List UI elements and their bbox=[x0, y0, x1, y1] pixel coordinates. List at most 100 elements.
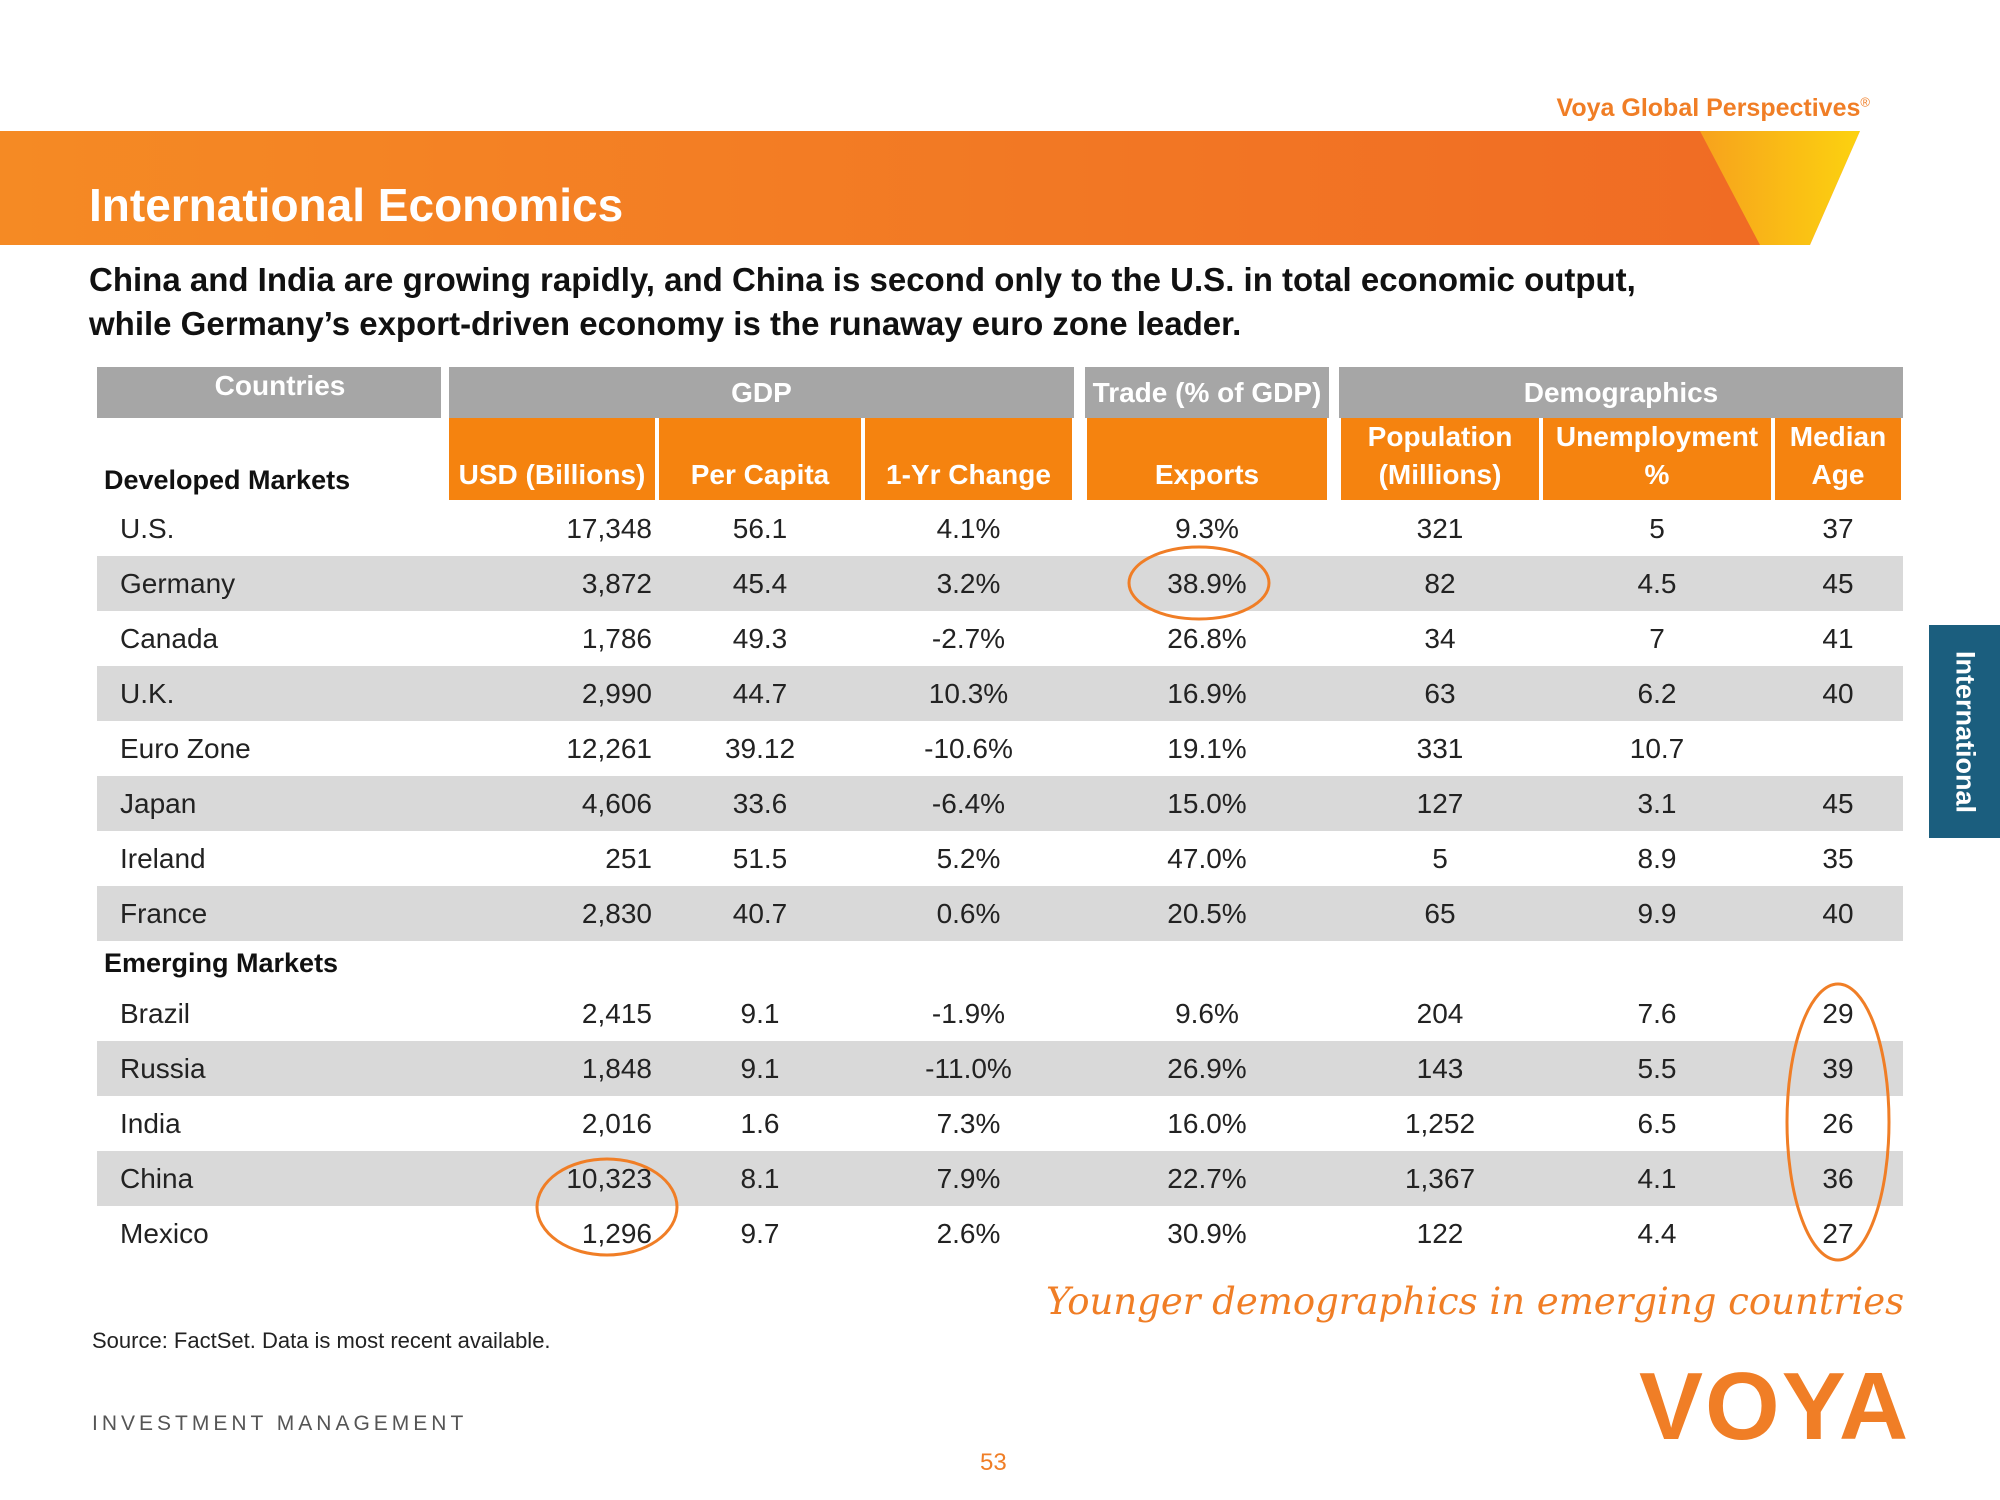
source: Source: FactSet. Data is most recent ava… bbox=[92, 1328, 551, 1353]
table-cell: 6.2 bbox=[1637, 677, 1677, 709]
table-cell: 5.2% bbox=[936, 842, 1001, 874]
title: International Economics bbox=[89, 179, 624, 231]
column-header: Unemployment% bbox=[1543, 418, 1771, 500]
table-cell: 26 bbox=[1822, 1107, 1854, 1139]
table-cell: 1,848 bbox=[581, 1052, 652, 1084]
title-band bbox=[0, 131, 2000, 245]
page-number: 53 bbox=[980, 1449, 1007, 1476]
column-header: USD (Billions) bbox=[449, 418, 655, 500]
table-cell: 15.0% bbox=[1167, 787, 1247, 819]
table-cell: 36 bbox=[1822, 1162, 1854, 1194]
table-cell: 321 bbox=[1416, 512, 1464, 544]
table-cell: 27 bbox=[1822, 1217, 1854, 1249]
logo: VOYA bbox=[1639, 1353, 1911, 1460]
table-cell: 4.4 bbox=[1637, 1217, 1677, 1249]
column-header: Per Capita bbox=[659, 418, 861, 500]
table-cell: 65 bbox=[1424, 897, 1456, 929]
table-cell: 39.12 bbox=[724, 732, 796, 764]
table-cell: 40 bbox=[1822, 677, 1854, 709]
table-cell: 22.7% bbox=[1167, 1162, 1247, 1194]
annotation: Younger demographics in emerging countri… bbox=[1046, 1280, 1905, 1323]
table-cell: 1,296 bbox=[581, 1217, 652, 1249]
table-cell: 41 bbox=[1822, 622, 1854, 654]
table-cell: 1,252 bbox=[1404, 1107, 1476, 1139]
row-label: Germany bbox=[120, 567, 236, 599]
table-cell: 6.5 bbox=[1637, 1107, 1677, 1139]
table-cell: 51.5 bbox=[732, 842, 788, 874]
table-cell: 82 bbox=[1424, 567, 1456, 599]
brand-mark: ® bbox=[1860, 94, 1870, 110]
row-label: Canada bbox=[120, 622, 219, 654]
brand-name: Voya Global Perspectives bbox=[1556, 94, 1861, 122]
table-cell: 17,348 bbox=[566, 512, 652, 544]
table-cell: 29 bbox=[1822, 997, 1854, 1029]
column-header: Population (Millions) bbox=[1341, 418, 1539, 500]
table-cell: 2,415 bbox=[581, 997, 652, 1029]
table-cell: 2.6% bbox=[936, 1217, 1001, 1249]
table-cell: 49.3 bbox=[732, 622, 788, 654]
column-header-line: USD (Billions) bbox=[458, 459, 646, 490]
table-cell: 35 bbox=[1822, 842, 1854, 874]
band-cut bbox=[1810, 131, 2000, 245]
table-cell: 5 bbox=[1649, 512, 1665, 544]
table-cell: 4.1% bbox=[936, 512, 1001, 544]
table-cell: 12,261 bbox=[566, 732, 652, 764]
column-header: Median Age bbox=[1775, 418, 1901, 500]
row-label: Japan bbox=[120, 787, 197, 819]
column-header-line: (Millions) bbox=[1378, 459, 1502, 490]
section-label: Emerging Markets bbox=[104, 948, 339, 978]
column-header: Exports bbox=[1087, 418, 1327, 500]
row-label: India bbox=[120, 1107, 181, 1139]
table-cell: -10.6% bbox=[924, 732, 1013, 764]
table-cell: 3.2% bbox=[936, 567, 1001, 599]
table-cell: 45.4 bbox=[732, 567, 788, 599]
table-cell: 10,323 bbox=[566, 1162, 652, 1194]
table-cell: 3,872 bbox=[581, 567, 652, 599]
band bbox=[0, 131, 1860, 245]
table-cell: 1.6 bbox=[740, 1107, 780, 1139]
table-cell: 7 bbox=[1649, 622, 1665, 654]
table-cell: 7.3% bbox=[936, 1107, 1001, 1139]
table-cell: 1,367 bbox=[1404, 1162, 1476, 1194]
table-cell: 251 bbox=[605, 842, 652, 874]
table-cell: 122 bbox=[1416, 1217, 1464, 1249]
table-cell: 19.1% bbox=[1167, 732, 1247, 764]
column-header-line: Median bbox=[1789, 421, 1887, 452]
row-shade bbox=[97, 1041, 1903, 1096]
column-header-line: Per Capita bbox=[690, 459, 830, 490]
row-label: Mexico bbox=[120, 1217, 209, 1249]
table-cell: 9.9 bbox=[1637, 897, 1677, 929]
column-header-line: Age bbox=[1811, 459, 1865, 490]
table-cell: 204 bbox=[1416, 997, 1464, 1029]
column-header-line: Unemployment bbox=[1555, 421, 1759, 452]
column-header-line: % bbox=[1644, 459, 1670, 490]
column-header-line: Exports bbox=[1154, 459, 1260, 490]
table-cell: 45 bbox=[1822, 787, 1854, 819]
subtitle-line: China and India are growing rapidly, and… bbox=[89, 261, 1636, 298]
table-cell: 26.8% bbox=[1167, 622, 1247, 654]
table-cell: 0.6% bbox=[936, 897, 1001, 929]
table-cell: 5 bbox=[1432, 842, 1448, 874]
table-cell: 4.5 bbox=[1637, 567, 1677, 599]
division: INVESTMENT MANAGEMENT bbox=[92, 1412, 468, 1435]
row-label: Brazil bbox=[120, 997, 191, 1029]
column-header-line: Population bbox=[1367, 421, 1513, 452]
table-cell: 143 bbox=[1416, 1052, 1464, 1084]
table-cell: 9.3% bbox=[1175, 512, 1239, 544]
table-cell: 9.1 bbox=[740, 1052, 780, 1084]
row-label: Ireland bbox=[120, 842, 206, 874]
subtitle-line: while Germany’s export-driven economy is… bbox=[89, 305, 1242, 342]
table-cell: 16.9% bbox=[1167, 677, 1247, 709]
table-cell: 127 bbox=[1416, 787, 1464, 819]
row-label: France bbox=[120, 897, 208, 929]
column-header-line: 1-Yr Change bbox=[886, 459, 1051, 490]
table-cell: 26.9% bbox=[1167, 1052, 1247, 1084]
section-label: Developed Markets bbox=[104, 464, 351, 495]
table-cell: -11.0% bbox=[925, 1052, 1012, 1084]
table-cell: 8.1 bbox=[740, 1162, 780, 1194]
table-cell: 47.0% bbox=[1167, 842, 1247, 874]
side-tab: International bbox=[1929, 625, 2000, 838]
table-cell: 7.9% bbox=[936, 1162, 1001, 1194]
chevron bbox=[1700, 131, 1860, 245]
